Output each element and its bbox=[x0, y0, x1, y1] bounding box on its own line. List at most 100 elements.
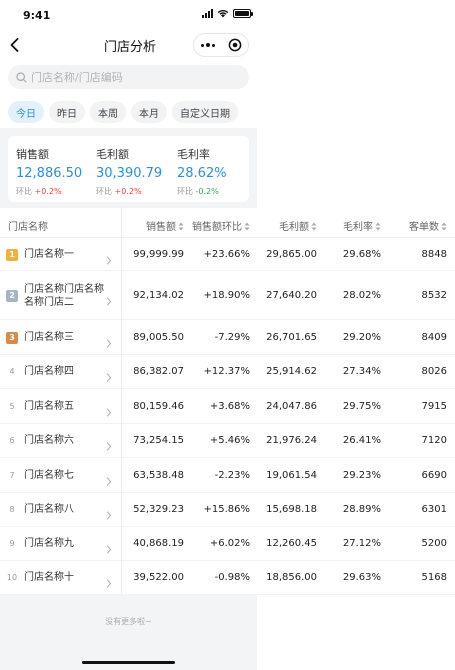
metric-label: 毛利额 bbox=[96, 148, 129, 161]
battery-icon bbox=[233, 9, 253, 18]
cell-orders: 7915 bbox=[421, 401, 447, 412]
cell-gross-margin: 28.89% bbox=[342, 504, 381, 515]
table-row[interactable]: 4 门店名称四 86,382.07 +12.37% 25,914.62 27.34% 802… bbox=[0, 355, 455, 389]
header-sales-mom[interactable]: 销售额环比 bbox=[192, 218, 250, 233]
metric-change: 环比 +0.2% bbox=[96, 187, 142, 196]
tab-custom-date[interactable]: 自定义日期 bbox=[172, 101, 238, 123]
cell-gross-margin: 29.63% bbox=[342, 572, 381, 583]
page-title: 门店分析 bbox=[103, 40, 156, 55]
cell-gross-margin: 26.41% bbox=[342, 435, 381, 446]
tab-yesterday[interactable]: 昨日 bbox=[49, 101, 85, 123]
search-input[interactable] bbox=[31, 70, 241, 84]
cell-sales: 39,522.00 bbox=[133, 572, 184, 583]
header-store: 门店名称 bbox=[8, 222, 48, 233]
rank-badge: 3 bbox=[6, 332, 18, 344]
store-name[interactable]: 门店名称十 bbox=[24, 572, 74, 583]
rank-badge: 2 bbox=[6, 290, 18, 302]
tab-this-week[interactable]: 本周 bbox=[90, 101, 126, 123]
table-row[interactable]: 7 门店名称七 63,538.48 -2.23% 19,061.54 29.23% 6690 bbox=[0, 458, 455, 493]
cell-gross-profit: 27,640.20 bbox=[266, 290, 317, 301]
cell-sales: 99,999.99 bbox=[133, 249, 184, 260]
cell-gross-margin: 27.12% bbox=[342, 538, 381, 549]
chevron-left-icon[interactable] bbox=[7, 34, 21, 56]
sort-icon bbox=[311, 222, 317, 230]
chevron-right-icon bbox=[106, 291, 112, 306]
date-tabs: 今日 昨日 本周 本月 自定义日期 bbox=[8, 101, 238, 123]
target-close-icon[interactable] bbox=[221, 34, 248, 56]
home-indicator bbox=[82, 661, 175, 664]
table-row[interactable]: 9 门店名称九 40,868.19 +6.02% 12,260.45 27.12% 5200 bbox=[0, 527, 455, 561]
cell-sales: 73,254.15 bbox=[133, 435, 184, 446]
metric-gross-profit: 毛利额 30,390.79 环比 +0.2% bbox=[96, 146, 162, 197]
cell-sales: 52,329.23 bbox=[133, 504, 184, 515]
store-name[interactable]: 门店名称八 bbox=[24, 504, 74, 515]
metric-label: 销售额 bbox=[16, 148, 49, 161]
cell-gross-profit: 21,976.24 bbox=[266, 435, 317, 446]
cell-orders: 8532 bbox=[421, 290, 447, 301]
store-name[interactable]: 门店名称一 bbox=[24, 249, 74, 260]
cell-gross-profit: 25,914.62 bbox=[266, 366, 317, 377]
chevron-right-icon bbox=[106, 505, 112, 520]
search-box[interactable] bbox=[8, 65, 249, 89]
nav-bar: 门店分析 bbox=[0, 30, 455, 60]
metric-change: 环比 +0.2% bbox=[16, 187, 62, 196]
chevron-right-icon bbox=[106, 402, 112, 417]
rank-badge: 1 bbox=[6, 249, 18, 261]
cell-sales-mom: -0.98% bbox=[214, 572, 250, 583]
cell-sales-mom: +5.46% bbox=[209, 435, 250, 446]
more-dots-icon[interactable] bbox=[194, 34, 221, 56]
cell-orders: 6690 bbox=[421, 470, 447, 481]
cell-orders: 8848 bbox=[421, 249, 447, 260]
header-orders[interactable]: 客单数 bbox=[409, 218, 447, 233]
cell-orders: 8026 bbox=[421, 366, 447, 377]
tab-this-month[interactable]: 本月 bbox=[131, 101, 167, 123]
signal-icon bbox=[202, 9, 213, 18]
table-row[interactable]: 6 门店名称六 73,254.15 +5.46% 21,976.24 26.41% 7120 bbox=[0, 424, 455, 458]
cell-sales-mom: +12.37% bbox=[203, 366, 250, 377]
cell-gross-margin: 29.23% bbox=[342, 470, 381, 481]
metric-label: 毛利率 bbox=[177, 148, 210, 161]
table-row[interactable]: 1 门店名称一 99,999.99 +23.66% 29,865.00 29.68% 884… bbox=[0, 238, 455, 271]
metric-sales: 销售额 12,886.50 环比 +0.2% bbox=[16, 146, 82, 197]
tab-today[interactable]: 今日 bbox=[8, 101, 44, 123]
rank-badge: 6 bbox=[9, 436, 15, 445]
cell-sales: 63,538.48 bbox=[133, 470, 184, 481]
store-name[interactable]: 门店名称五 bbox=[24, 401, 74, 412]
status-time: 9:41 bbox=[23, 9, 51, 22]
sort-icon bbox=[375, 222, 381, 230]
table-row[interactable]: 2 门店名称门店名称名称门店二 92,134.02 +18.90% 27,640.20 2… bbox=[0, 271, 455, 320]
status-icons bbox=[202, 9, 253, 18]
chevron-right-icon bbox=[106, 250, 112, 265]
cell-sales: 92,134.02 bbox=[133, 290, 184, 301]
cell-gross-profit: 29,865.00 bbox=[266, 249, 317, 260]
rank-badge: 9 bbox=[9, 539, 15, 548]
sort-icon bbox=[441, 222, 447, 230]
sort-icon bbox=[178, 222, 184, 230]
summary-section: 销售额 12,886.50 环比 +0.2% 毛利额 30,390.79 环比 … bbox=[0, 128, 257, 208]
store-name[interactable]: 门店名称六 bbox=[24, 435, 74, 446]
store-name[interactable]: 门店名称三 bbox=[24, 332, 74, 343]
cell-gross-margin: 27.34% bbox=[342, 366, 381, 377]
store-name[interactable]: 门店名称七 bbox=[24, 470, 74, 481]
table-row[interactable]: 10 门店名称十 39,522.00 -0.98% 18,856.00 29.63% 516… bbox=[0, 561, 455, 595]
store-name[interactable]: 门店名称九 bbox=[24, 538, 74, 549]
table-row[interactable]: 8 门店名称八 52,329.23 +15.86% 15,698.18 28.89% 630… bbox=[0, 493, 455, 527]
table-row[interactable]: 3 门店名称三 89,005.50 -7.29% 26,701.65 29.20% 8409 bbox=[0, 320, 455, 355]
table-row[interactable]: 5 门店名称五 80,159.46 +3.68% 24,047.86 29.75% 7915 bbox=[0, 389, 455, 424]
chevron-right-icon bbox=[106, 471, 112, 486]
header-gross-profit[interactable]: 毛利额 bbox=[279, 218, 317, 233]
header-sales[interactable]: 销售额 bbox=[146, 218, 184, 233]
cell-orders: 7120 bbox=[421, 435, 447, 446]
metric-change: 环比 -0.2% bbox=[177, 187, 219, 196]
store-name[interactable]: 门店名称门店名称名称门店二 bbox=[24, 284, 104, 308]
store-name[interactable]: 门店名称四 bbox=[24, 366, 74, 377]
status-bar: 9:41 bbox=[0, 0, 455, 30]
cell-sales: 86,382.07 bbox=[133, 366, 184, 377]
cell-orders: 8409 bbox=[421, 332, 447, 343]
cell-sales-mom: +3.68% bbox=[209, 401, 250, 412]
rank-badge: 7 bbox=[9, 471, 15, 480]
header-gross-margin[interactable]: 毛利率 bbox=[343, 218, 381, 233]
rank-badge: 5 bbox=[9, 402, 15, 411]
cell-orders: 6301 bbox=[421, 504, 447, 515]
cell-gross-profit: 26,701.65 bbox=[266, 332, 317, 343]
